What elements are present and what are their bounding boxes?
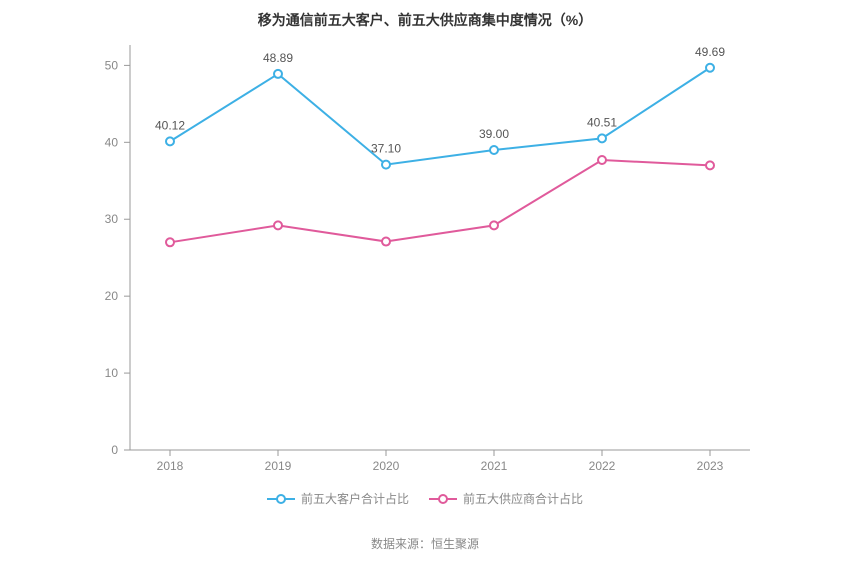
series-marker-customers — [166, 137, 174, 145]
data-label-customers: 48.89 — [263, 51, 293, 65]
x-tick-label: 2018 — [157, 459, 184, 473]
legend-item-suppliers[interactable]: 前五大供应商合计占比 — [429, 490, 583, 507]
x-tick-label: 2022 — [589, 459, 616, 473]
legend-label-suppliers: 前五大供应商合计占比 — [463, 490, 583, 507]
data-label-customers: 37.10 — [371, 142, 401, 156]
chart-svg: 0 10 20 30 40 50 2018 2019 2020 2021 2022 2023 40.12… — [0, 0, 850, 574]
data-label-customers: 40.51 — [587, 115, 617, 129]
series-marker-suppliers — [274, 221, 282, 229]
data-label-customers: 40.12 — [155, 118, 185, 132]
y-tick-label: 20 — [105, 289, 119, 303]
legend-item-customers[interactable]: 前五大客户合计占比 — [267, 490, 409, 507]
series-marker-customers — [490, 146, 498, 154]
y-tick-label: 10 — [105, 366, 119, 380]
series-marker-suppliers — [598, 156, 606, 164]
series-marker-customers — [382, 161, 390, 169]
series-marker-suppliers — [382, 238, 390, 246]
x-tick-label: 2021 — [481, 459, 508, 473]
y-tick-label: 0 — [111, 443, 118, 457]
legend-swatch-suppliers — [429, 493, 457, 505]
data-label-customers: 49.69 — [695, 45, 725, 59]
series-line-customers — [170, 68, 710, 165]
x-tick-label: 2019 — [265, 459, 292, 473]
legend-swatch-customers — [267, 493, 295, 505]
series-marker-suppliers — [706, 161, 714, 169]
series-marker-customers — [274, 70, 282, 78]
y-tick-label: 40 — [105, 135, 119, 149]
series-marker-suppliers — [490, 221, 498, 229]
x-tick-label: 2020 — [373, 459, 400, 473]
series-marker-customers — [706, 64, 714, 72]
y-tick-label: 50 — [105, 58, 119, 72]
data-source: 数据来源：恒生聚源 — [0, 535, 850, 552]
series-marker-suppliers — [166, 238, 174, 246]
x-tick-label: 2023 — [697, 459, 724, 473]
y-tick-label: 30 — [105, 212, 119, 226]
series-line-suppliers — [170, 160, 710, 242]
legend: 前五大客户合计占比 前五大供应商合计占比 — [0, 490, 850, 508]
chart-container: { "chart": { "type": "line", "title": "移… — [0, 0, 850, 574]
legend-label-customers: 前五大客户合计占比 — [301, 490, 409, 507]
series-marker-customers — [598, 134, 606, 142]
data-label-customers: 39.00 — [479, 127, 509, 141]
